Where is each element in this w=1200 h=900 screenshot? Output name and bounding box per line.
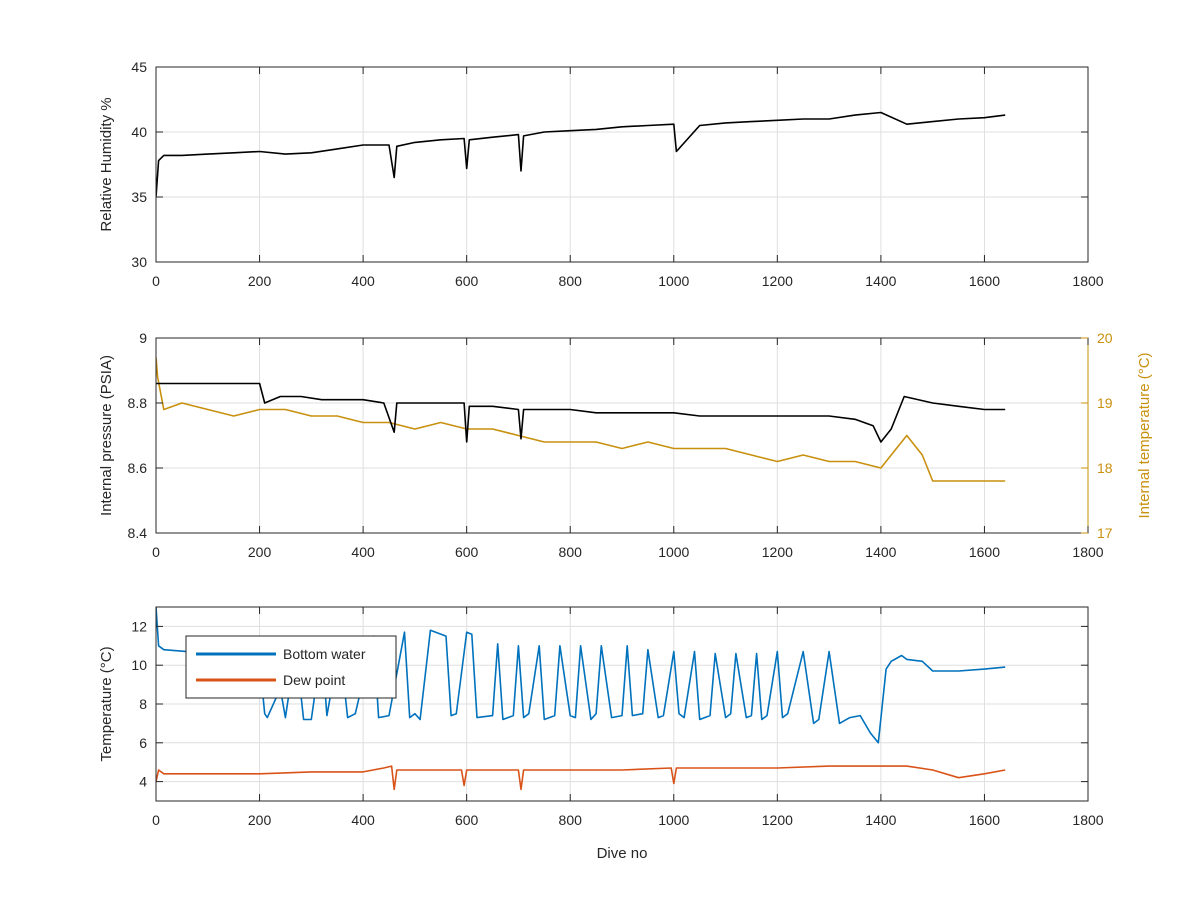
y-tick-label: 35 <box>131 189 147 205</box>
y-tick-label: 8 <box>139 696 147 712</box>
y-axis-label: Internal pressure (PSIA) <box>98 355 115 516</box>
x-tick-label: 1400 <box>865 544 896 560</box>
x-tick-label: 600 <box>455 812 479 828</box>
x-tick-label: 400 <box>351 544 375 560</box>
x-tick-label: 600 <box>455 544 479 560</box>
x-tick-label: 0 <box>152 812 160 828</box>
y2-tick-label: 17 <box>1097 525 1113 541</box>
x-tick-label: 1800 <box>1072 544 1103 560</box>
y-tick-label: 6 <box>139 735 147 751</box>
y2-tick-label: 18 <box>1097 460 1113 476</box>
y2-tick-label: 20 <box>1097 330 1113 346</box>
legend-label: Bottom water <box>283 646 366 662</box>
y-tick-label: 10 <box>131 657 147 673</box>
x-tick-label: 0 <box>152 273 160 289</box>
series-line-dew-point <box>156 765 1006 791</box>
y-tick-label: 8.6 <box>128 460 148 476</box>
series-line-1-1 <box>156 111 1006 198</box>
legend-label: Dew point <box>283 672 345 688</box>
y-tick-label: 12 <box>131 618 147 634</box>
series-line-2-1 <box>156 382 1006 443</box>
x-tick-label: 200 <box>248 273 272 289</box>
x-tick-label: 1000 <box>658 812 689 828</box>
y-tick-label: 8.8 <box>128 395 148 411</box>
x-tick-label: 1600 <box>969 544 1000 560</box>
panel-3: 0 200 400 600 800 1000 1200 1400 1600 1800 4 6 8 10 12… <box>98 606 1104 862</box>
series-line-2-2 <box>156 357 1006 482</box>
x-tick-label: 400 <box>351 273 375 289</box>
x-tick-label: 1600 <box>969 273 1000 289</box>
panel-1: 0 200 400 600 800 1000 1200 1400 1600 1800 30 35 40 4… <box>98 59 1104 289</box>
x-tick-label: 1600 <box>969 812 1000 828</box>
legend: Bottom water Dew point <box>185 635 397 699</box>
y-tick-label: 9 <box>139 330 147 346</box>
y-tick-label: 40 <box>131 124 147 140</box>
y-tick-label: 4 <box>139 774 147 790</box>
x-tick-label: 1000 <box>658 544 689 560</box>
x-tick-label: 1200 <box>762 273 793 289</box>
x-tick-label: 800 <box>559 544 583 560</box>
x-tick-label: 1200 <box>762 812 793 828</box>
x-tick-label: 1400 <box>865 812 896 828</box>
legend-box <box>185 635 397 699</box>
x-tick-label: 1800 <box>1072 812 1103 828</box>
y2-axis-label: Internal temperature (°C) <box>1136 352 1153 518</box>
panel-2: 0 200 400 600 800 1000 1200 1400 1600 1800 8.4 8.6 8… <box>98 330 1153 560</box>
y-tick-label: 30 <box>131 254 147 270</box>
x-tick-label: 0 <box>152 544 160 560</box>
x-tick-label: 1400 <box>865 273 896 289</box>
y-tick-label: 45 <box>131 59 147 75</box>
x-tick-label: 1200 <box>762 544 793 560</box>
x-tick-label: 200 <box>248 544 272 560</box>
axes-box <box>155 337 1089 534</box>
x-tick-label: 1800 <box>1072 273 1103 289</box>
y-axis-label: Relative Humidity % <box>98 97 115 231</box>
y-axis-label: Temperature (°C) <box>98 646 115 761</box>
x-tick-label: 600 <box>455 273 479 289</box>
axes-box <box>155 66 1089 263</box>
x-tick-label: 400 <box>351 812 375 828</box>
x-tick-label: 800 <box>559 812 583 828</box>
x-tick-label: 800 <box>559 273 583 289</box>
x-tick-label: 200 <box>248 812 272 828</box>
y2-tick-label: 19 <box>1097 395 1113 411</box>
x-tick-label: 1000 <box>658 273 689 289</box>
x-axis-label: Dive no <box>597 845 648 862</box>
y-tick-label: 8.4 <box>128 525 148 541</box>
